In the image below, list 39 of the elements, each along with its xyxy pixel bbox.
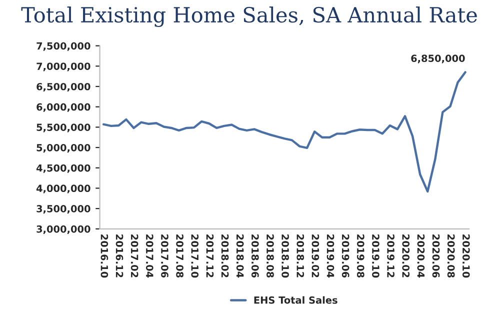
y-tick-label: 7,000,000 bbox=[36, 62, 90, 72]
x-tick-label: 2020.04 bbox=[417, 234, 425, 278]
x-tick-label: 2016.10 bbox=[100, 234, 108, 278]
line-series bbox=[102, 71, 466, 193]
x-tick-label: 2020.06 bbox=[432, 234, 440, 278]
x-tick-label: 2019.04 bbox=[326, 234, 334, 278]
x-tick-label: 2019.02 bbox=[312, 234, 320, 278]
x-tick-label: 2018.04 bbox=[236, 234, 244, 278]
chart-title: Total Existing Home Sales, SA Annual Rate bbox=[21, 6, 477, 27]
y-tick-label: 6,000,000 bbox=[36, 103, 90, 112]
x-tick-label: 2019.08 bbox=[356, 234, 364, 278]
legend-label: EHS Total Sales bbox=[254, 296, 338, 304]
x-tick-label: 2020.10 bbox=[462, 234, 470, 278]
x-tick-label: 2019.06 bbox=[342, 234, 350, 278]
x-tick-label: 2020.02 bbox=[402, 234, 410, 278]
x-tick-label: 2017.08 bbox=[176, 234, 184, 278]
annotation: 6,850,000 bbox=[411, 54, 465, 64]
y-tick-label: 3,500,000 bbox=[36, 205, 90, 214]
x-tick-label: 2017.10 bbox=[191, 234, 199, 278]
y-tick-label: 3,000,000 bbox=[36, 225, 90, 234]
y-tick-label: 4,500,000 bbox=[36, 164, 90, 173]
x-tick-label: 2018.08 bbox=[266, 234, 274, 278]
x-tick-label: 2017.02 bbox=[130, 234, 138, 278]
x-tick-label: 2019.12 bbox=[387, 234, 394, 278]
y-tick-label: 7,500,000 bbox=[36, 42, 90, 51]
y-tick-label: 5,500,000 bbox=[36, 124, 90, 132]
x-tick-label: 2020.08 bbox=[447, 234, 455, 278]
x-tick-label: 2019.10 bbox=[372, 234, 380, 278]
x-tick-label: 2018.10 bbox=[282, 234, 289, 278]
x-tick-label: 2018.12 bbox=[296, 234, 304, 278]
x-tick-label: 2017.04 bbox=[146, 234, 154, 278]
y-tick-label: 5,000,000 bbox=[36, 144, 90, 153]
x-tick-label: 2018.02 bbox=[221, 234, 229, 278]
x-tick-label: 2017.12 bbox=[206, 234, 214, 278]
x-tick-label: 2016.12 bbox=[116, 234, 124, 278]
y-tick-label: 4,000,000 bbox=[36, 184, 90, 194]
x-tick-label: 2017.06 bbox=[161, 234, 168, 278]
y-tick-label: 6,500,000 bbox=[36, 82, 90, 92]
x-tick-label: 2018.06 bbox=[251, 234, 259, 278]
